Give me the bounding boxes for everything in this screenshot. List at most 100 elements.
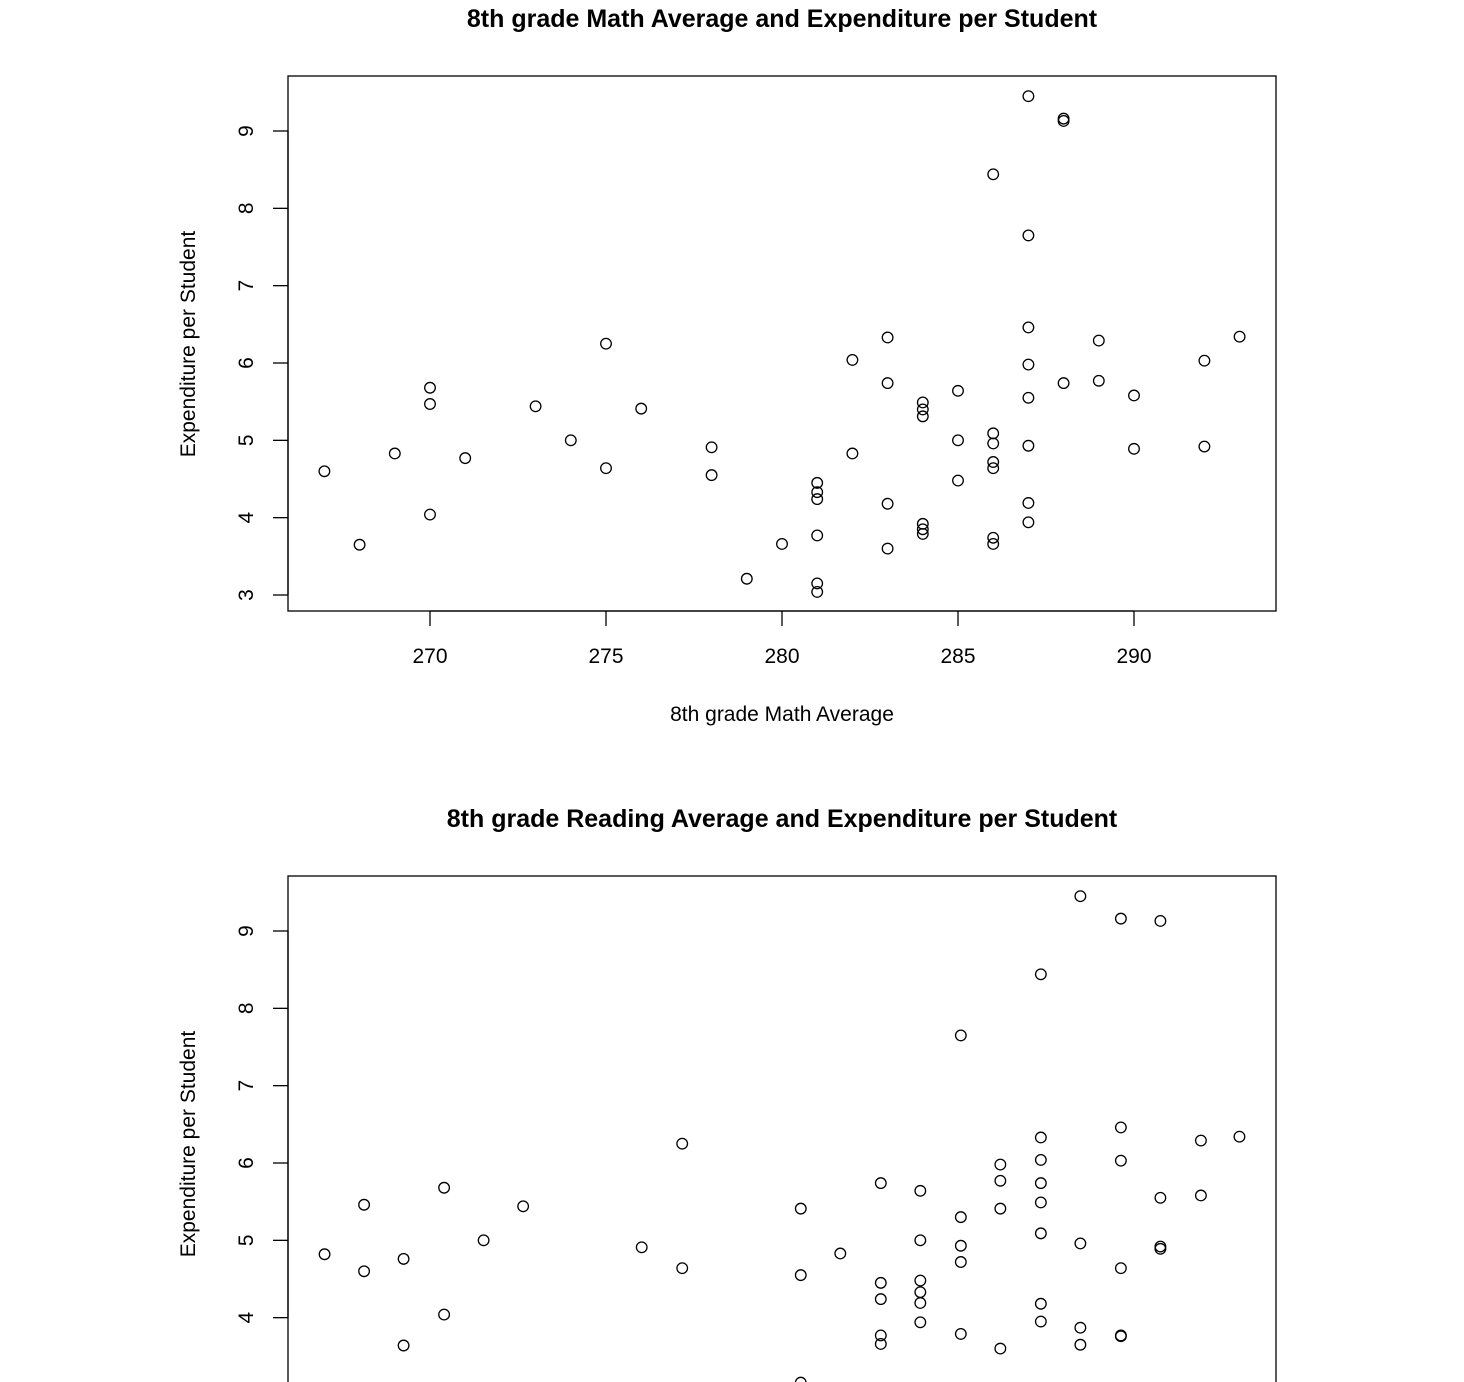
plot-frame	[287, 875, 1277, 1382]
chart-title: 8th grade Math Average and Expenditure p…	[467, 5, 1098, 33]
data-point	[635, 1241, 648, 1254]
data-point	[1092, 334, 1105, 347]
data-point	[1057, 114, 1070, 127]
data-point	[811, 486, 824, 499]
data-point	[874, 1177, 887, 1190]
data-point	[1022, 321, 1035, 334]
y-axis-label: Expenditure per Student	[177, 231, 200, 458]
data-point	[705, 441, 718, 454]
data-point	[1198, 440, 1211, 453]
data-point	[776, 538, 788, 550]
data-points	[318, 90, 1246, 598]
plot-frame	[287, 75, 1277, 612]
data-point	[794, 1376, 807, 1382]
data-point	[846, 353, 859, 366]
data-point	[954, 1239, 967, 1252]
y-tick-label: 5	[235, 434, 258, 446]
y-axis-label: Expenditure per Student	[177, 1031, 200, 1258]
data-point	[600, 462, 612, 475]
data-point	[1034, 1131, 1047, 1144]
data-point	[318, 1248, 331, 1261]
data-point	[1022, 229, 1035, 242]
data-point	[914, 1274, 927, 1287]
y-tick-label: 4	[235, 512, 258, 524]
data-point	[1114, 912, 1127, 925]
data-point	[1128, 442, 1140, 455]
data-point	[1074, 1338, 1087, 1351]
data-point	[1114, 1154, 1127, 1167]
data-point	[1154, 1242, 1167, 1255]
data-point	[1128, 389, 1140, 402]
data-point	[1022, 439, 1035, 452]
data-point	[811, 529, 824, 542]
data-point	[916, 523, 929, 536]
data-point	[811, 585, 824, 598]
x-tick-label: 280	[764, 645, 799, 668]
data-point	[987, 427, 1000, 440]
data-point	[916, 410, 929, 423]
data-point	[846, 447, 859, 460]
data-point	[811, 493, 824, 506]
data-point	[1034, 1297, 1047, 1310]
data-point	[987, 531, 1000, 544]
data-point	[635, 402, 648, 415]
data-point	[994, 1202, 1007, 1215]
data-point	[1198, 354, 1211, 367]
y-tick-label: 9	[235, 925, 258, 937]
y-tick-label: 9	[235, 125, 258, 137]
x-tick-label: 270	[412, 645, 447, 668]
x-tick-label: 285	[940, 645, 975, 668]
data-point	[881, 497, 894, 510]
data-point	[1154, 1191, 1167, 1204]
data-point	[438, 1308, 451, 1321]
data-point	[954, 1029, 967, 1042]
data-points	[318, 890, 1246, 1382]
x-tick-label: 275	[588, 645, 623, 668]
data-point	[952, 434, 964, 447]
data-point	[874, 1293, 887, 1306]
y-tick-label: 7	[235, 1080, 258, 1092]
data-point	[794, 1269, 807, 1282]
data-point	[954, 1327, 967, 1340]
data-point	[1057, 377, 1070, 390]
data-point	[1194, 1134, 1207, 1147]
data-point	[1022, 90, 1035, 103]
data-point	[914, 1316, 927, 1329]
data-point	[916, 527, 929, 540]
data-point	[1034, 1315, 1047, 1328]
data-point	[994, 1174, 1007, 1187]
data-point	[1022, 516, 1035, 529]
data-point	[676, 1262, 689, 1275]
data-point	[1074, 1321, 1087, 1334]
data-point	[1114, 1121, 1127, 1134]
data-point	[881, 377, 894, 390]
x-axis-label: 8th grade Math Average	[670, 703, 894, 726]
math-scatter-panel: 8th grade Math Average and Expenditure p…	[177, 5, 1277, 726]
data-point	[388, 447, 401, 460]
data-point	[952, 384, 964, 397]
data-point	[1074, 1237, 1087, 1250]
data-point	[564, 434, 577, 447]
axis-ticks: 3 4 5 6 7 8 9 270 275 280 285 290	[235, 125, 1152, 668]
data-point	[1233, 330, 1246, 343]
data-point	[914, 1286, 927, 1299]
data-point	[987, 538, 1000, 550]
data-point	[1022, 391, 1035, 404]
y-tick-label: 4	[235, 1312, 258, 1324]
data-point	[424, 381, 436, 394]
data-point	[318, 465, 331, 478]
axis-ticks: 4 5 6 7 8 9	[235, 925, 289, 1324]
data-point	[1194, 1189, 1207, 1202]
data-point	[987, 462, 1000, 475]
y-tick-label: 6	[235, 357, 258, 369]
y-tick-label: 5	[235, 1234, 258, 1246]
y-tick-label: 8	[235, 202, 258, 214]
data-point	[914, 1184, 927, 1197]
data-point	[424, 508, 436, 521]
data-point	[353, 538, 366, 551]
data-point	[874, 1329, 887, 1342]
data-point	[1233, 1130, 1246, 1143]
data-point	[1154, 1240, 1167, 1253]
data-point	[1022, 497, 1035, 509]
